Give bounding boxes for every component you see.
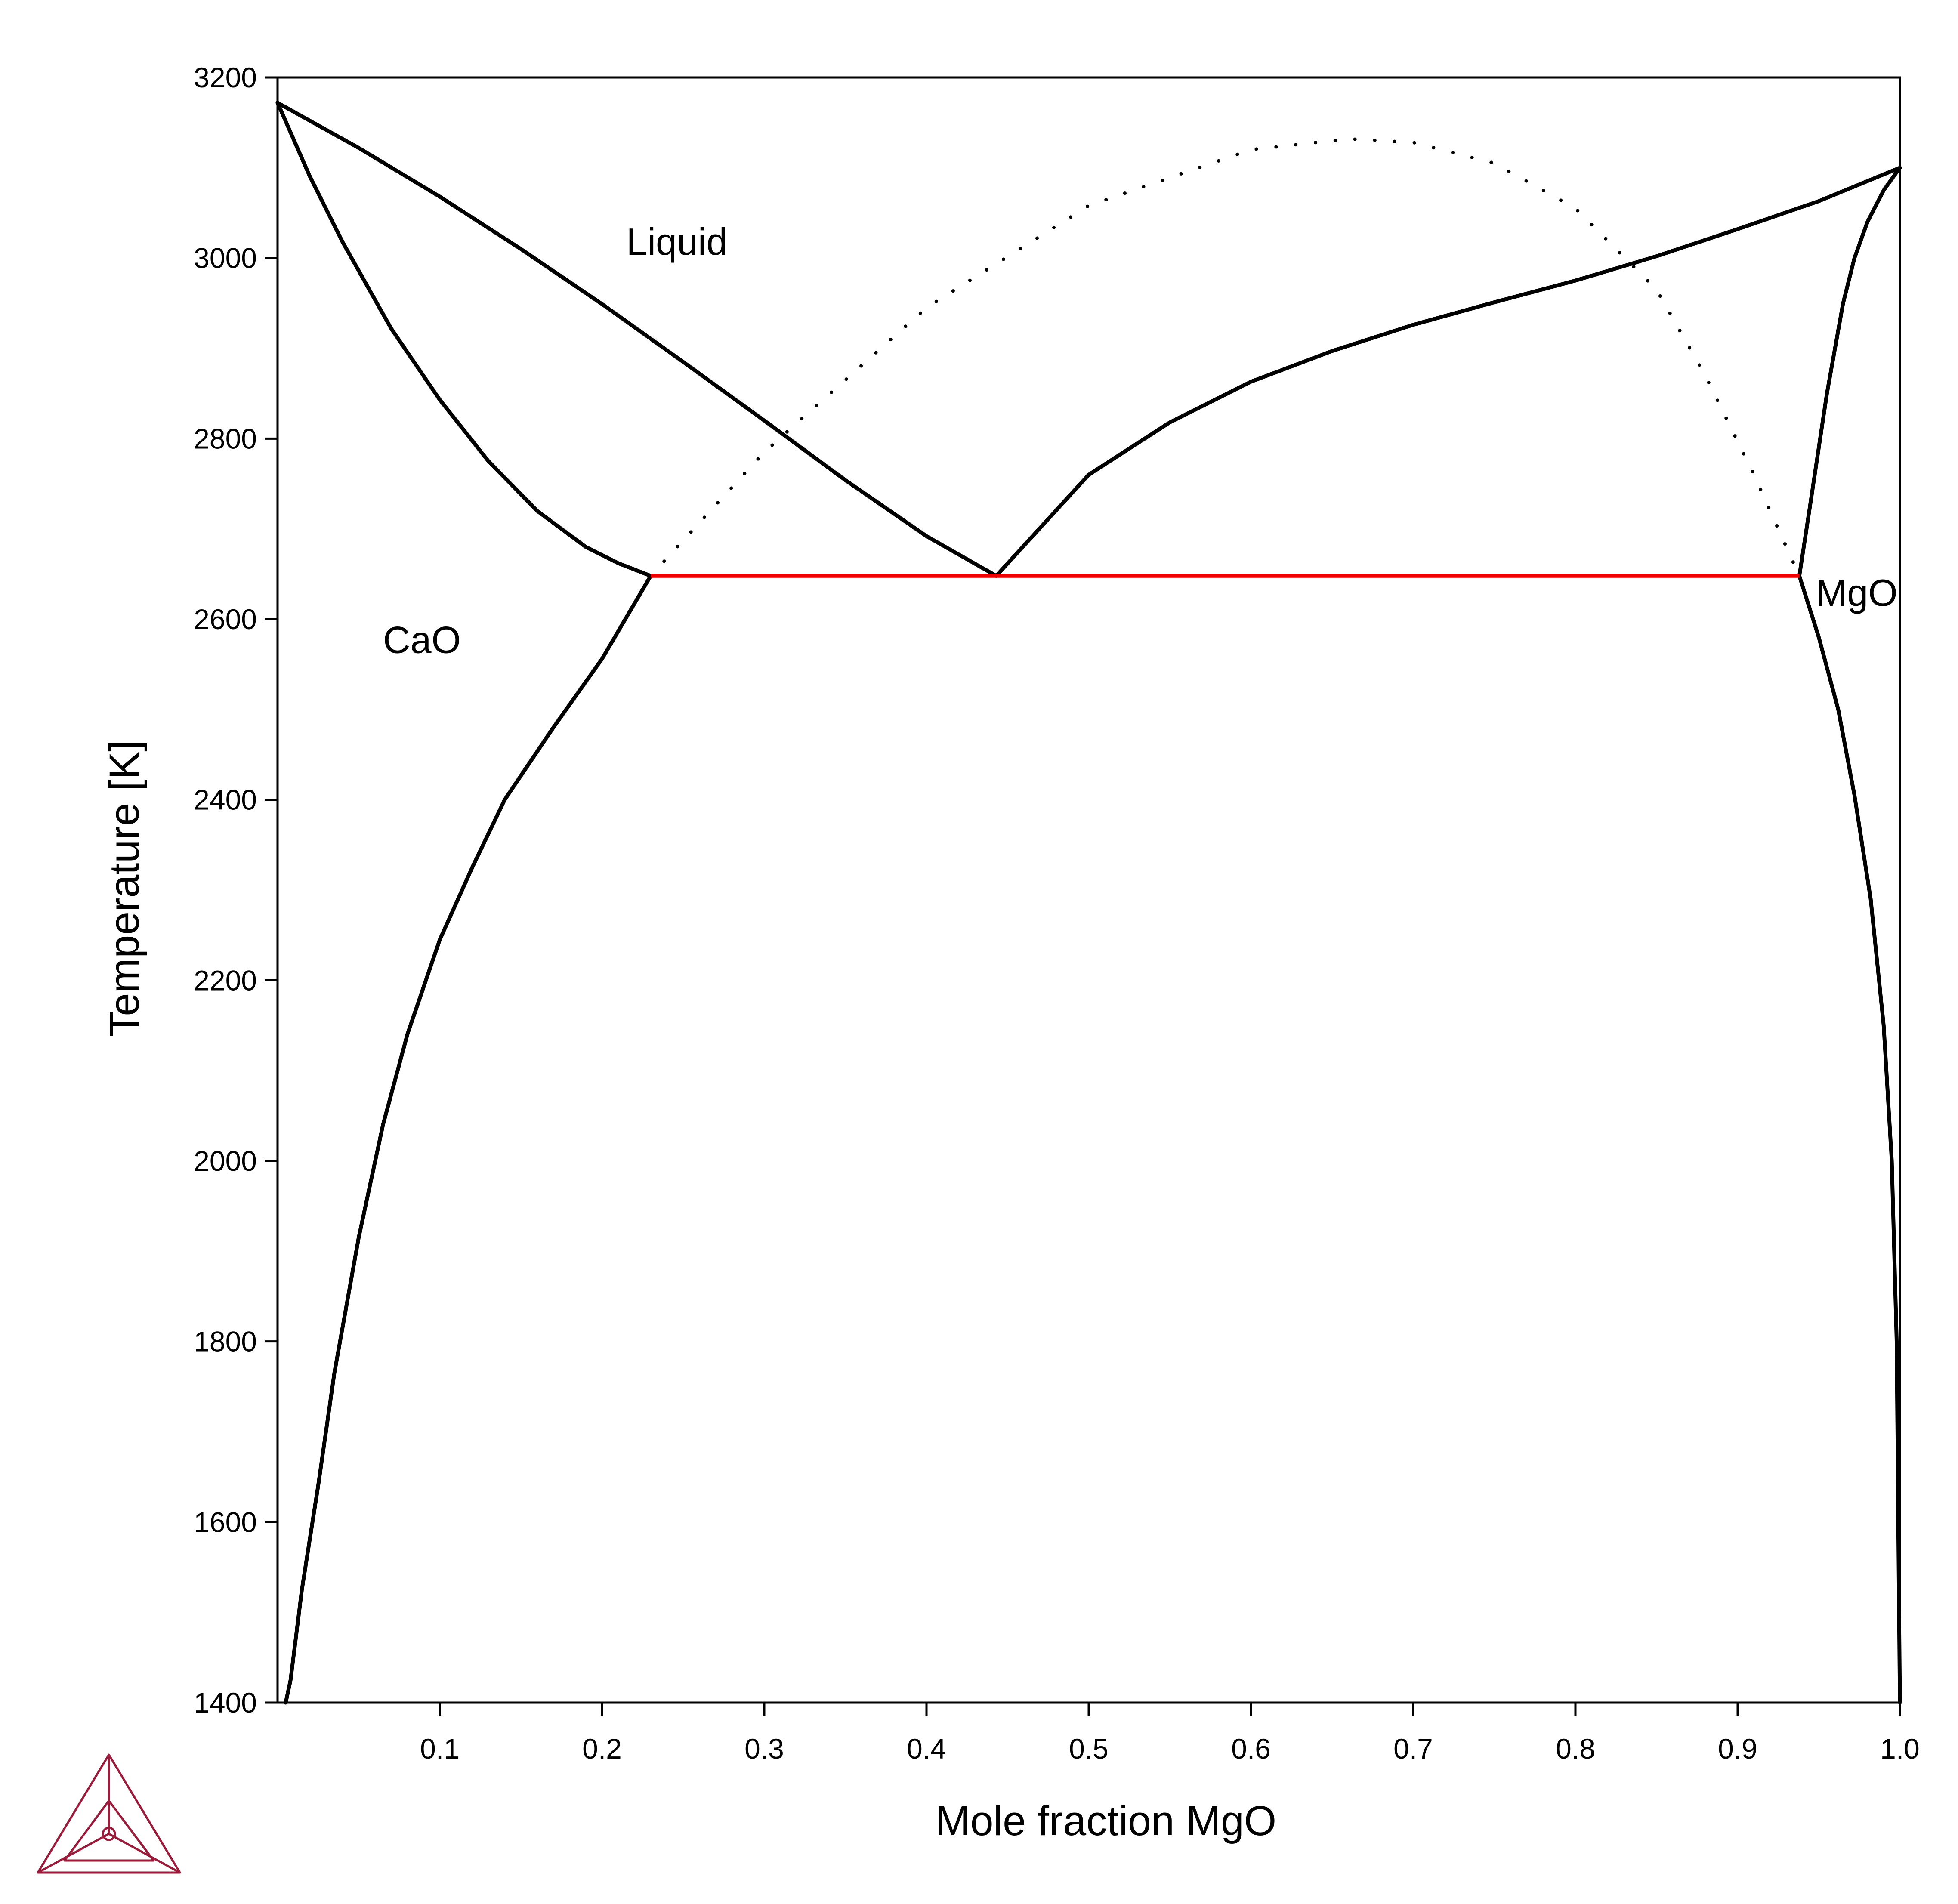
phase-boundary-line	[275, 101, 998, 578]
y-tick-label: 3000	[194, 242, 257, 274]
x-tick-label: 0.3	[744, 1733, 784, 1765]
x-tick-label: 0.6	[1231, 1733, 1271, 1765]
phase-boundary-line	[275, 101, 653, 578]
y-tick-label: 1400	[194, 1687, 257, 1719]
phase-boundary-line	[284, 574, 653, 1705]
x-tick-label: 0.4	[907, 1733, 946, 1765]
metastable-boundary-dotted	[649, 137, 1801, 578]
x-tick-label: 0.1	[420, 1733, 460, 1765]
y-tick-label: 1600	[194, 1506, 257, 1538]
x-axis-label: Mole fraction MgO	[936, 1797, 1276, 1844]
x-tick-label: 0.9	[1718, 1733, 1757, 1765]
x-tick-label: 0.5	[1069, 1733, 1109, 1765]
phase-boundaries	[275, 101, 1902, 1705]
phase-boundary-line	[1797, 166, 1902, 578]
x-axis-ticks: 0.1 0.2 0.3 0.4 0.5 0.6 0.7 0.8 0.9 1.0	[420, 1703, 1920, 1765]
x-tick-label: 0.2	[582, 1733, 622, 1765]
y-tick-label: 2400	[194, 784, 257, 816]
region-labels: Liquid CaO MgO	[383, 220, 1898, 661]
phase-region-label: MgO	[1816, 571, 1898, 614]
y-tick-label: 2600	[194, 603, 257, 635]
phase-boundary-line	[1797, 574, 1902, 1705]
phase-region-label: Liquid	[627, 220, 728, 263]
thermo-calc-logo	[37, 1753, 181, 1874]
phase-boundary-line	[994, 166, 1902, 578]
y-tick-label: 2800	[194, 423, 257, 454]
x-tick-label: 0.7	[1393, 1733, 1433, 1765]
y-axis-ticks: 1400 1600 1800 2000 2200 2400 2600 2800 3000 3200	[194, 62, 278, 1719]
x-tick-label: 0.8	[1556, 1733, 1595, 1765]
y-tick-label: 2200	[194, 964, 257, 996]
y-tick-label: 3200	[194, 62, 257, 93]
x-tick-label: 1.0	[1880, 1733, 1920, 1765]
y-tick-label: 2000	[194, 1145, 257, 1177]
phase-region-label: CaO	[383, 618, 461, 661]
y-axis-label: Temperature [K]	[101, 740, 148, 1037]
y-tick-label: 1800	[194, 1326, 257, 1358]
